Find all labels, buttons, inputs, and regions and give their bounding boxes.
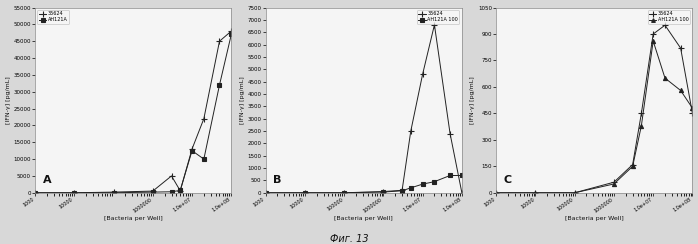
AH121A 100 xyxy=(676,89,685,92)
35624 xyxy=(610,181,618,184)
Text: Фиг. 13: Фиг. 13 xyxy=(329,234,369,244)
Legend: 35624, AH121A: 35624, AH121A xyxy=(38,10,69,24)
AH121A 100 xyxy=(688,107,697,110)
AH121A xyxy=(188,149,196,152)
X-axis label: [Bacteria per Well]: [Bacteria per Well] xyxy=(334,216,393,221)
35624 xyxy=(200,117,208,120)
35624 xyxy=(70,191,78,194)
AH121A 100 xyxy=(628,165,637,168)
35624 xyxy=(661,24,669,27)
Y-axis label: [IFN-γ] [pg/mL]: [IFN-γ] [pg/mL] xyxy=(6,76,10,124)
35624 xyxy=(168,174,176,177)
AH121A 100 xyxy=(398,189,406,192)
Text: C: C xyxy=(504,175,512,185)
Line: AH121A 100: AH121A 100 xyxy=(263,173,464,195)
AH121A xyxy=(149,191,157,193)
35624 xyxy=(418,73,426,76)
35624 xyxy=(301,191,309,194)
35624 xyxy=(458,191,466,194)
AH121A xyxy=(227,33,235,36)
AH121A 100 xyxy=(301,191,309,194)
35624 xyxy=(446,132,454,135)
35624 xyxy=(110,191,118,193)
35624 xyxy=(492,191,500,194)
35624 xyxy=(379,190,387,193)
35624 xyxy=(407,130,415,132)
AH121A 100 xyxy=(649,40,658,42)
AH121A 100 xyxy=(379,191,387,193)
Text: B: B xyxy=(274,175,282,185)
35624 xyxy=(398,189,406,192)
Y-axis label: [IFN-γ] [pg/mL]: [IFN-γ] [pg/mL] xyxy=(470,76,475,124)
35624 xyxy=(176,189,184,192)
35624 xyxy=(149,190,157,193)
35624 xyxy=(628,163,637,166)
AH121A xyxy=(215,83,223,86)
AH121A xyxy=(168,190,176,193)
35624 xyxy=(430,23,438,26)
35624 xyxy=(649,32,658,35)
Line: 35624: 35624 xyxy=(493,22,696,196)
35624 xyxy=(637,112,646,115)
Legend: 35624, AH121A 100: 35624, AH121A 100 xyxy=(417,10,459,24)
AH121A xyxy=(70,191,78,194)
AH121A xyxy=(110,191,118,194)
35624 xyxy=(215,40,223,43)
AH121A 100 xyxy=(531,191,540,194)
35624 xyxy=(261,191,269,194)
35624 xyxy=(31,191,39,194)
Y-axis label: [IFN-γ] [pg/mL]: [IFN-γ] [pg/mL] xyxy=(239,76,244,124)
Line: AH121A: AH121A xyxy=(33,32,233,195)
Legend: 35624, AH121A 100: 35624, AH121A 100 xyxy=(648,10,690,24)
35624 xyxy=(531,191,540,194)
AH121A xyxy=(176,189,184,192)
AH121A 100 xyxy=(261,191,269,194)
AH121A 100 xyxy=(430,180,438,183)
35624 xyxy=(688,112,697,115)
AH121A xyxy=(31,191,39,194)
AH121A 100 xyxy=(418,183,426,186)
Line: 35624: 35624 xyxy=(31,28,235,196)
AH121A xyxy=(200,158,208,161)
AH121A 100 xyxy=(340,191,348,194)
X-axis label: [Bacteria per Well]: [Bacteria per Well] xyxy=(104,216,163,221)
AH121A 100 xyxy=(637,124,646,127)
AH121A 100 xyxy=(492,191,500,194)
AH121A 100 xyxy=(661,77,669,80)
35624 xyxy=(340,191,348,194)
AH121A 100 xyxy=(570,191,579,194)
35624 xyxy=(188,148,196,151)
Text: A: A xyxy=(43,175,52,185)
Line: AH121A 100: AH121A 100 xyxy=(494,39,695,195)
AH121A 100 xyxy=(610,183,618,185)
AH121A 100 xyxy=(458,174,466,177)
35624 xyxy=(676,47,685,50)
AH121A 100 xyxy=(446,174,454,177)
AH121A 100 xyxy=(407,186,415,189)
35624 xyxy=(570,191,579,194)
X-axis label: [Bacteria per Well]: [Bacteria per Well] xyxy=(565,216,624,221)
35624 xyxy=(227,30,235,33)
Line: 35624: 35624 xyxy=(262,21,466,196)
